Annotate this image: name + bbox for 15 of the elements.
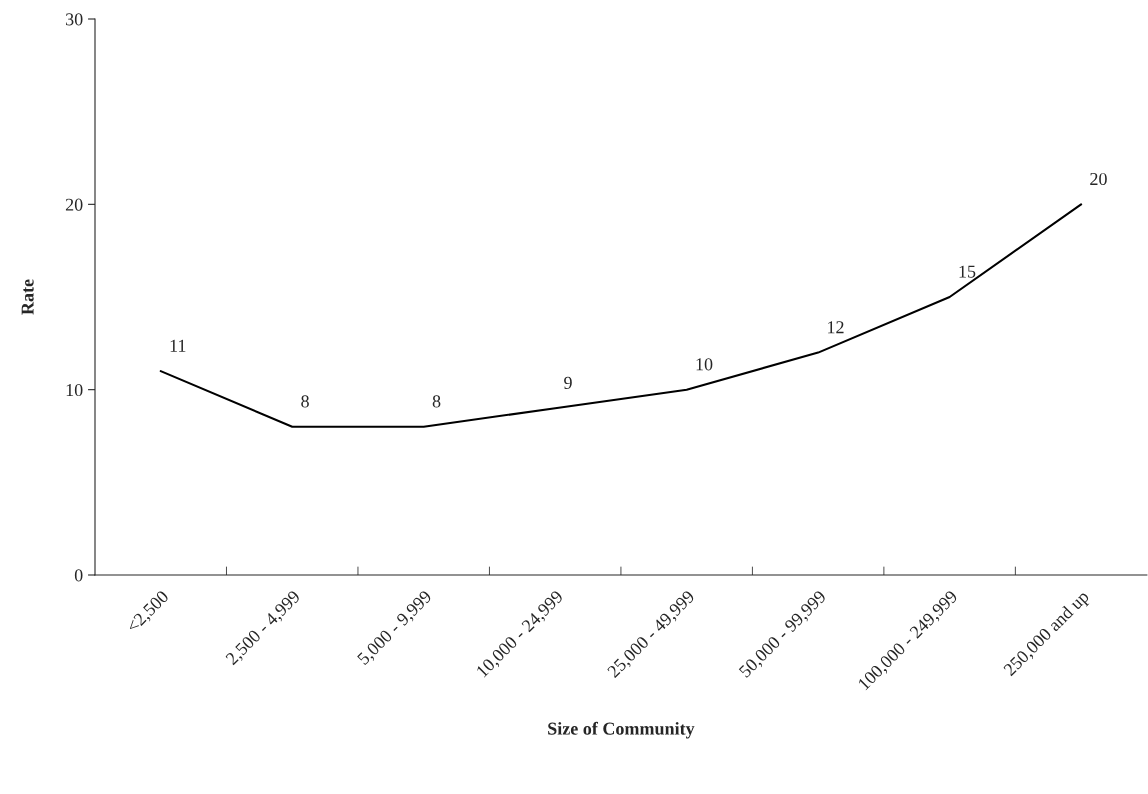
data-label: 20 <box>1090 172 1107 186</box>
y-tick-label: 20 <box>65 198 83 211</box>
data-label: 8 <box>432 395 441 408</box>
data-label: 8 <box>301 395 309 408</box>
line-series <box>159 203 1083 428</box>
data-label: 15 <box>959 265 976 278</box>
y-axis-title: Rate <box>21 279 34 315</box>
y-tick-label: 30 <box>66 13 83 26</box>
data-label: 10 <box>696 358 713 371</box>
data-label: 12 <box>828 321 844 334</box>
x-axis-title: Size of Community <box>548 721 695 739</box>
y-tick-label: 0 <box>74 569 83 582</box>
data-label: 11 <box>170 339 186 352</box>
data-label: 9 <box>564 376 572 389</box>
y-tick-label: 10 <box>66 383 83 397</box>
